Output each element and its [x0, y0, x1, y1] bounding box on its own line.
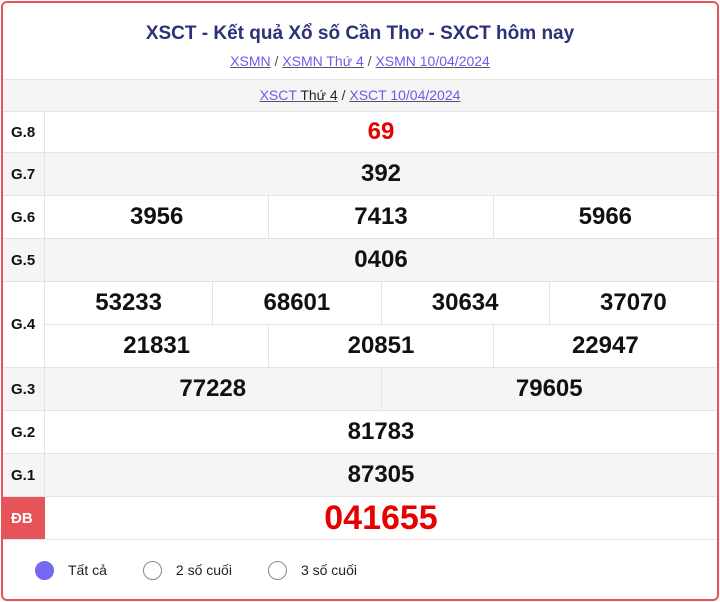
prize-label: G.8	[3, 112, 45, 152]
link-xsct-date[interactable]: XSCT 10/04/2024	[349, 87, 461, 103]
prize-row-g7: G.7 392	[3, 153, 717, 196]
prize-number: 30634	[380, 282, 549, 324]
filter-label: 2 số cuối	[175, 562, 232, 578]
filter-last-2[interactable]: 2 số cuối	[142, 560, 232, 580]
prize-label: G.5	[3, 239, 45, 281]
filter-label: Tất cả	[68, 562, 107, 578]
special-prize-number: 041655	[324, 498, 438, 537]
radio-icon[interactable]	[142, 560, 162, 580]
prize-number: 22947	[492, 325, 717, 367]
link-suffix: Thứ 4	[300, 87, 338, 103]
prize-number: 0406	[354, 246, 408, 273]
prize-number: 7413	[268, 196, 492, 238]
prize-label: ĐB	[3, 497, 45, 539]
prize-number: 3956	[129, 203, 184, 230]
prize-row-g2: G.2 81783	[3, 411, 717, 454]
sub-navigation: XSCT Thứ 4 / XSCT 10/04/2024	[3, 80, 717, 112]
prize-label: G.7	[3, 153, 45, 195]
prize-row-g3: G.3 77228 79605	[3, 368, 717, 411]
prize-number: 37070	[548, 282, 717, 324]
prize-label: G.4	[3, 282, 45, 367]
digit-filter: Tất cả 2 số cuối 3 số cuối	[3, 540, 717, 599]
filter-label: 3 số cuối	[300, 562, 357, 578]
link-xsct-weekday[interactable]: XSCT Thứ 4	[260, 87, 338, 103]
prize-number: 87305	[347, 461, 415, 488]
radio-selected-icon[interactable]	[35, 560, 54, 580]
breadcrumb-xsmn-weekday[interactable]: XSMN Thứ 4	[282, 53, 364, 69]
prize-row-special: ĐB 041655	[3, 497, 717, 540]
header: XSCT - Kết quả Xổ số Cần Thơ - SXCT hôm …	[3, 3, 717, 80]
prize-number: 69	[367, 118, 395, 145]
breadcrumb: XSMN / XSMN Thứ 4 / XSMN 10/04/2024	[230, 53, 490, 69]
prize-number: 81783	[347, 418, 415, 445]
prize-number: 77228	[179, 375, 247, 402]
radio-icon[interactable]	[267, 560, 287, 580]
filter-all[interactable]: Tất cả	[35, 560, 107, 580]
prize-number: 53233	[95, 289, 162, 316]
breadcrumb-xsmn[interactable]: XSMN	[230, 53, 271, 69]
prize-row-g6: G.6 3956 7413 5966	[3, 196, 717, 239]
prize-number: 21831	[123, 332, 191, 359]
prize-label: G.3	[3, 368, 45, 410]
link-prefix: XSCT	[259, 87, 297, 103]
prize-number: 5966	[492, 196, 717, 238]
breadcrumb-xsmn-date[interactable]: XSMN 10/04/2024	[375, 53, 490, 69]
prize-number: 20851	[268, 325, 492, 367]
prize-label: G.6	[3, 196, 45, 238]
prize-number: 68601	[212, 282, 380, 324]
prize-label: G.2	[3, 411, 45, 453]
filter-last-3[interactable]: 3 số cuối	[267, 560, 357, 580]
page-title: XSCT - Kết quả Xổ số Cần Thơ - SXCT hôm …	[145, 23, 575, 44]
prize-number: 79605	[380, 368, 718, 410]
prize-row-g5: G.5 0406	[3, 239, 717, 282]
prize-row-g4: G.4 53233 68601 30634 37070 21831 20851 …	[3, 282, 717, 368]
prize-row-g1: G.1 87305	[3, 454, 717, 497]
prize-number: 392	[360, 160, 402, 187]
prize-row-g8: G.8 69	[3, 112, 717, 153]
prize-label: G.1	[3, 454, 45, 496]
